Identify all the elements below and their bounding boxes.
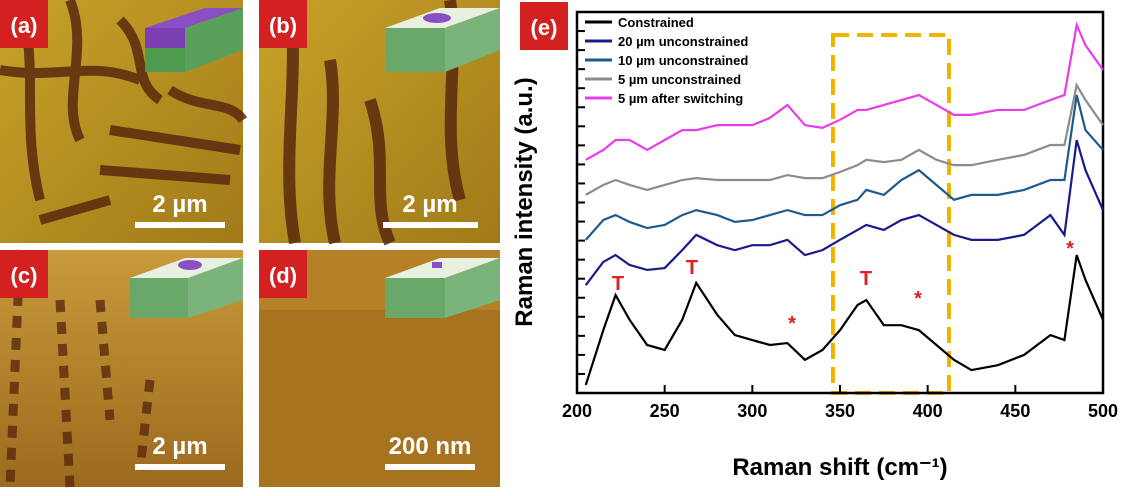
x-tick-label: 450 bbox=[1000, 401, 1030, 421]
scale-bar-label: 200 nm bbox=[389, 433, 472, 460]
panel-b: (b) 2 µm bbox=[259, 0, 500, 243]
x-axis-title: Raman shift (cm⁻¹) bbox=[732, 454, 947, 481]
x-tick-label: 350 bbox=[825, 401, 855, 421]
legend-label: 5 µm unconstrained bbox=[618, 72, 741, 87]
panel-label: (b) bbox=[269, 13, 297, 38]
scale-bar-label: 2 µm bbox=[402, 191, 457, 218]
annotation: * bbox=[914, 288, 922, 310]
legend-label: 5 µm after switching bbox=[618, 91, 743, 106]
panel-c: (c) 2 µm bbox=[0, 250, 243, 487]
panel-label: (a) bbox=[11, 13, 38, 38]
series-line bbox=[586, 255, 1103, 385]
scale-bar-label: 2 µm bbox=[152, 191, 207, 218]
series-line bbox=[586, 140, 1103, 285]
y-axis-title: Raman intensity (a.u.) bbox=[511, 77, 538, 326]
panel-label: (e) bbox=[531, 15, 558, 40]
legend-label: Constrained bbox=[618, 15, 694, 30]
panel-d: (d) 200 nm bbox=[259, 250, 500, 487]
annotation: * bbox=[788, 313, 796, 335]
x-tick-label: 300 bbox=[737, 401, 767, 421]
panel-a: (a) 2 µm bbox=[0, 0, 243, 243]
scale-bar-label: 2 µm bbox=[152, 433, 207, 460]
highlight-box bbox=[833, 35, 949, 393]
annotation: T bbox=[686, 257, 698, 279]
panel-label: (d) bbox=[269, 263, 297, 288]
x-tick-label: 500 bbox=[1088, 401, 1118, 421]
panel-label: (c) bbox=[11, 263, 38, 288]
figure: (a) 2 µm (b) 2 µm (c) 2 µm ( bbox=[0, 0, 1135, 491]
x-tick-label: 250 bbox=[650, 401, 680, 421]
x-tick-label: 200 bbox=[562, 401, 592, 421]
legend-label: 20 µm unconstrained bbox=[618, 34, 748, 49]
annotation: T bbox=[612, 273, 624, 295]
annotation: T bbox=[860, 268, 872, 290]
annotation: * bbox=[1066, 238, 1074, 260]
x-tick-label: 400 bbox=[913, 401, 943, 421]
legend-label: 10 µm unconstrained bbox=[618, 53, 748, 68]
plot-frame bbox=[577, 12, 1103, 393]
